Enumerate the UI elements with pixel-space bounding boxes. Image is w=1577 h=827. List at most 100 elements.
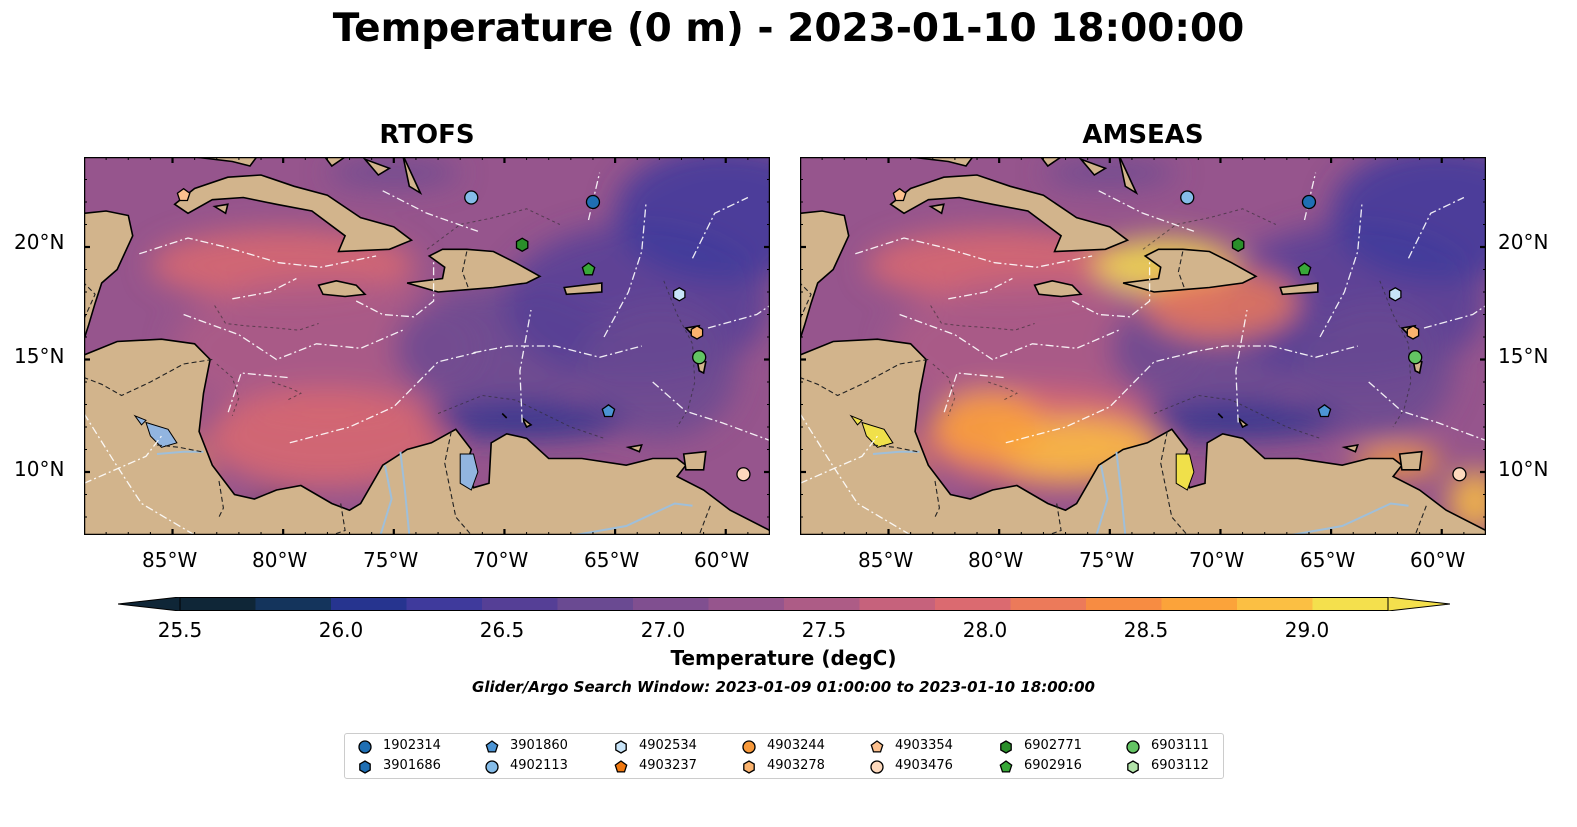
isobath-1000m <box>426 208 561 250</box>
panel-title-rtofs: RTOFS <box>379 120 475 150</box>
float-4902113-marker[interactable] <box>1180 190 1195 205</box>
land-jamaica <box>1033 279 1083 298</box>
legend-marker-icon <box>614 760 628 773</box>
map-ticks <box>83 156 771 535</box>
float-1902314-marker[interactable] <box>585 194 601 210</box>
lake <box>459 453 479 491</box>
legend-marker-icon <box>743 760 755 774</box>
isobath-1000m <box>1153 394 1321 439</box>
float-4903476-marker[interactable] <box>736 467 751 482</box>
temperature-anomaly <box>1331 157 1486 281</box>
float-4903476-marker[interactable] <box>1452 467 1467 482</box>
colorbar-segment <box>1161 597 1238 611</box>
legend-marker-4903244 <box>742 740 756 754</box>
legend-label: 3901686 <box>383 758 441 773</box>
isobath-1000m <box>437 394 605 439</box>
land-trinidad <box>682 450 707 471</box>
river <box>399 451 411 535</box>
land-central-south <box>84 338 770 535</box>
float-4903278-marker[interactable] <box>1406 325 1420 340</box>
panel-title-amseas: AMSEAS <box>1082 120 1204 150</box>
legend-marker-3901860 <box>485 740 499 753</box>
legend-marker-icon <box>870 740 884 753</box>
legend-marker-4903278 <box>743 760 755 774</box>
lat-tick-label: 15°N <box>1498 344 1549 368</box>
legend-marker-icon <box>870 760 884 774</box>
map-ticks <box>799 156 1487 535</box>
land-bahamas-b <box>1078 157 1108 177</box>
colorbar-segment <box>1237 597 1313 611</box>
colorbar-tick-label: 28.5 <box>1123 618 1169 642</box>
colorbar-tick-label: 28.0 <box>962 618 1008 642</box>
eez-boundary <box>84 413 195 535</box>
eez-boundary <box>691 196 749 259</box>
legend-marker-6902916 <box>999 760 1013 773</box>
land-central-south <box>800 338 1486 535</box>
lat-tick-label: 10°N <box>1498 457 1549 481</box>
float-6902916-marker[interactable] <box>581 262 596 276</box>
eez-boundary <box>183 313 403 361</box>
float-6902771-marker[interactable] <box>1231 237 1245 252</box>
float-6903111-marker[interactable] <box>692 350 707 365</box>
legend-marker-icon <box>1000 740 1012 754</box>
land-bahamas-a <box>323 157 347 168</box>
float-1902314-marker[interactable] <box>1301 194 1317 210</box>
isobath-1000m <box>932 363 956 416</box>
float-6902771-marker[interactable] <box>515 237 529 252</box>
eez-boundary <box>1407 196 1465 259</box>
float-6903111-marker[interactable] <box>1408 350 1423 365</box>
float-4902113-marker[interactable] <box>464 190 479 205</box>
float-4902534-marker[interactable] <box>672 287 686 302</box>
eez-boundary <box>1098 190 1195 232</box>
legend-marker-icon <box>742 740 756 754</box>
legend-marker-icon <box>1127 760 1139 774</box>
country-border <box>461 251 470 290</box>
colorbar-segment <box>406 597 483 611</box>
eez-boundary <box>603 201 647 338</box>
land-curacao <box>521 417 533 429</box>
float-4902534-marker[interactable] <box>1388 287 1402 302</box>
river <box>872 450 920 455</box>
colorbar <box>118 597 1450 611</box>
lon-tick-label: 75°W <box>363 548 419 572</box>
colorbar-segment <box>331 597 407 611</box>
temperature-anomaly <box>1043 159 1177 187</box>
country-border <box>331 503 346 535</box>
land-bahamas-c <box>1118 157 1139 196</box>
legend-label: 3901860 <box>510 738 568 753</box>
lon-tick-label: 60°W <box>1410 548 1466 572</box>
float-3901860-marker[interactable] <box>1317 404 1332 418</box>
temperature-anomaly <box>172 276 483 421</box>
land-bahamas-a <box>1039 157 1063 168</box>
float-4903354-marker[interactable] <box>892 187 907 202</box>
country-border <box>84 358 213 397</box>
lake <box>861 421 894 448</box>
eez-boundary <box>800 413 911 535</box>
legend-label: 4902113 <box>510 758 568 773</box>
eez-boundary <box>1189 345 1358 358</box>
map-panel-amseas[interactable] <box>799 156 1487 536</box>
map-frame <box>83 156 771 536</box>
colorbar-segment <box>935 597 1011 611</box>
river <box>379 465 393 535</box>
land-isla-juventud <box>928 203 945 215</box>
map-panel-rtofs[interactable] <box>83 156 771 536</box>
eez-boundary <box>652 381 770 442</box>
lon-tick-label: 70°W <box>1189 548 1245 572</box>
lon-tick-label: 70°W <box>473 548 529 572</box>
float-6902916-marker[interactable] <box>1297 262 1312 276</box>
lat-tick-label: 20°N <box>14 230 65 254</box>
land-puerto-rico <box>563 282 603 296</box>
float-4903278-marker[interactable] <box>690 325 704 340</box>
legend-marker-6902771 <box>1000 740 1012 754</box>
lake <box>133 414 147 426</box>
legend-label: 4903476 <box>895 758 953 773</box>
float-3901860-marker[interactable] <box>601 404 616 418</box>
legend-marker-3901686 <box>359 760 371 774</box>
colorbar-segment <box>708 597 785 611</box>
eez-boundary <box>355 260 435 318</box>
colorbar-segment <box>557 597 634 611</box>
eez-boundary <box>1423 304 1486 329</box>
float-4903354-marker[interactable] <box>176 187 191 202</box>
land-bahamas-b <box>362 157 392 177</box>
